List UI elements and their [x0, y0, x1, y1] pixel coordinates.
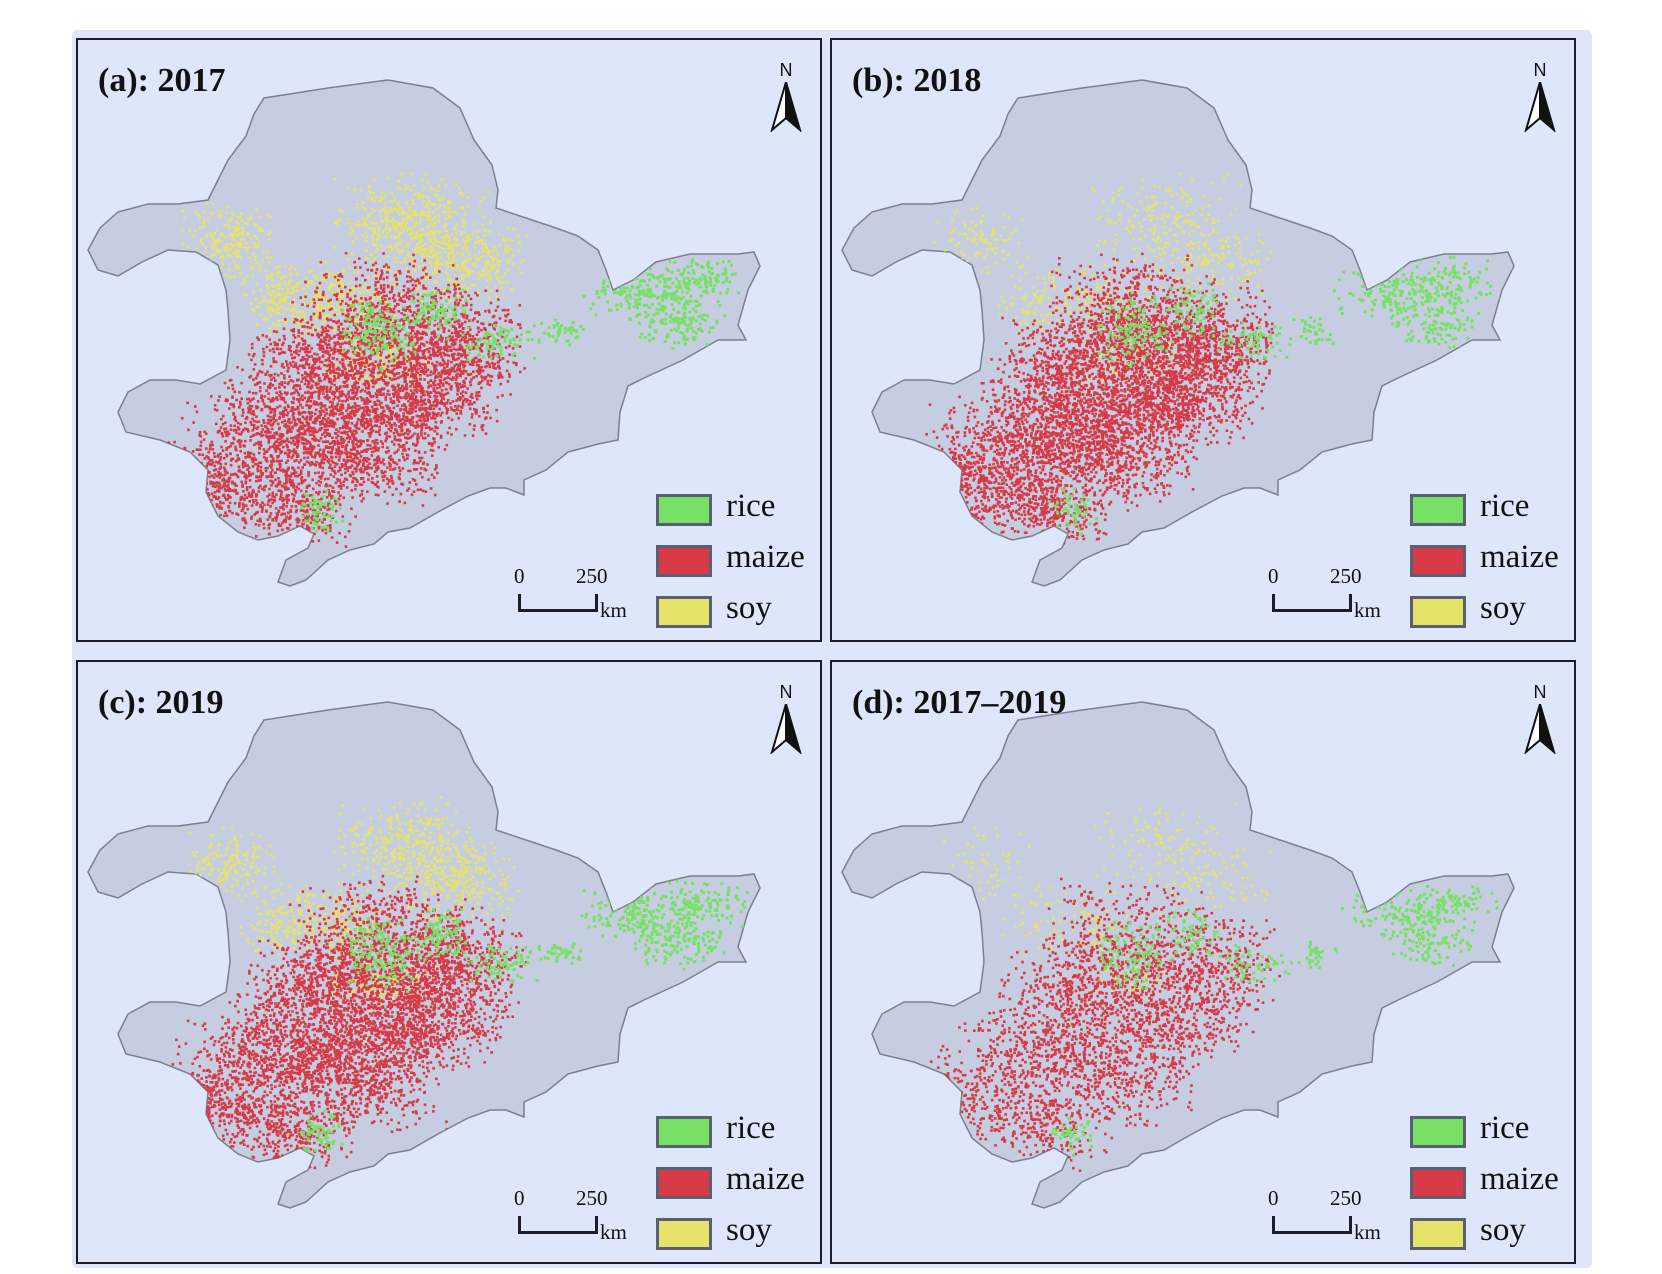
legend-item-soy: soy	[1410, 1212, 1574, 1262]
panel-title: (d): 2017–2019	[852, 684, 1066, 722]
legend-item-maize: maize	[1410, 539, 1574, 590]
map-panel-2018: (b): 2018 N rice maize soy 0 250 km	[830, 38, 1576, 642]
scale-bar: 0 250 km	[510, 1186, 640, 1246]
legend-label: soy	[726, 590, 772, 627]
legend-item-rice: rice	[656, 488, 820, 539]
scale-unit: km	[1354, 598, 1381, 623]
legend-label: rice	[726, 1110, 775, 1147]
rice-swatch	[656, 1116, 712, 1148]
north-arrow: N	[1520, 60, 1560, 140]
legend-label: maize	[1480, 1161, 1559, 1198]
scale-zero: 0	[514, 1186, 525, 1211]
soy-swatch	[656, 596, 712, 628]
maize-swatch	[1410, 1167, 1466, 1199]
legend-item-rice: rice	[1410, 1110, 1574, 1161]
north-label: N	[766, 682, 806, 703]
panel-title: (b): 2018	[852, 62, 981, 100]
scale-line	[518, 1216, 598, 1234]
scale-zero: 0	[1268, 564, 1279, 589]
map-panel-2017: (a): 2017 N rice maize soy 0 250 km	[76, 38, 822, 642]
north-arrow: N	[766, 682, 806, 762]
legend-label: soy	[726, 1212, 772, 1249]
legend-item-rice: rice	[1410, 488, 1574, 539]
scale-distance: 250	[576, 564, 608, 589]
scale-line	[518, 594, 598, 612]
rice-swatch	[1410, 494, 1466, 526]
scale-bar: 0 250 km	[1264, 564, 1394, 624]
north-label: N	[1520, 682, 1560, 703]
legend-label: maize	[726, 539, 805, 576]
scale-line	[1272, 1216, 1352, 1234]
legend-label: rice	[1480, 1110, 1529, 1147]
legend: rice maize soy	[656, 1110, 820, 1262]
legend-label: maize	[726, 1161, 805, 1198]
soy-swatch	[656, 1218, 712, 1250]
region-map	[841, 701, 1515, 1209]
legend: rice maize soy	[1410, 1110, 1574, 1262]
scale-distance: 250	[1330, 564, 1362, 589]
scale-bar: 0 250 km	[1264, 1186, 1394, 1246]
maize-swatch	[656, 1167, 712, 1199]
north-arrow: N	[1520, 682, 1560, 762]
north-arrow-icon	[770, 82, 802, 132]
rice-swatch	[1410, 1116, 1466, 1148]
region-map	[87, 79, 761, 587]
scale-distance: 250	[576, 1186, 608, 1211]
scale-zero: 0	[514, 564, 525, 589]
map-panel-2017-2019: (d): 2017–2019 N rice maize soy 0 250 km	[830, 660, 1576, 1264]
map-panel-2019: (c): 2019 N rice maize soy 0 250 km	[76, 660, 822, 1264]
legend-label: rice	[726, 488, 775, 525]
legend-item-soy: soy	[1410, 590, 1574, 640]
region-map	[841, 79, 1515, 587]
north-label: N	[1520, 60, 1560, 81]
scale-distance: 250	[1330, 1186, 1362, 1211]
maize-swatch	[1410, 545, 1466, 577]
scale-unit: km	[600, 598, 627, 623]
legend-label: soy	[1480, 590, 1526, 627]
legend: rice maize soy	[656, 488, 820, 640]
legend-label: maize	[1480, 539, 1559, 576]
legend-label: soy	[1480, 1212, 1526, 1249]
legend: rice maize soy	[1410, 488, 1574, 640]
legend-item-rice: rice	[656, 1110, 820, 1161]
panel-title: (a): 2017	[98, 62, 225, 100]
legend-item-soy: soy	[656, 590, 820, 640]
legend-item-maize: maize	[656, 1161, 820, 1212]
legend-item-maize: maize	[656, 539, 820, 590]
north-arrow: N	[766, 60, 806, 140]
soy-swatch	[1410, 596, 1466, 628]
scale-unit: km	[600, 1220, 627, 1245]
rice-swatch	[656, 494, 712, 526]
legend-item-maize: maize	[1410, 1161, 1574, 1212]
soy-swatch	[1410, 1218, 1466, 1250]
north-arrow-icon	[1524, 82, 1556, 132]
scale-line	[1272, 594, 1352, 612]
legend-item-soy: soy	[656, 1212, 820, 1262]
maize-swatch	[656, 545, 712, 577]
north-label: N	[766, 60, 806, 81]
north-arrow-icon	[1524, 704, 1556, 754]
scale-bar: 0 250 km	[510, 564, 640, 624]
scale-zero: 0	[1268, 1186, 1279, 1211]
panel-title: (c): 2019	[98, 684, 224, 722]
region-map	[87, 701, 761, 1209]
north-arrow-icon	[770, 704, 802, 754]
scale-unit: km	[1354, 1220, 1381, 1245]
legend-label: rice	[1480, 488, 1529, 525]
